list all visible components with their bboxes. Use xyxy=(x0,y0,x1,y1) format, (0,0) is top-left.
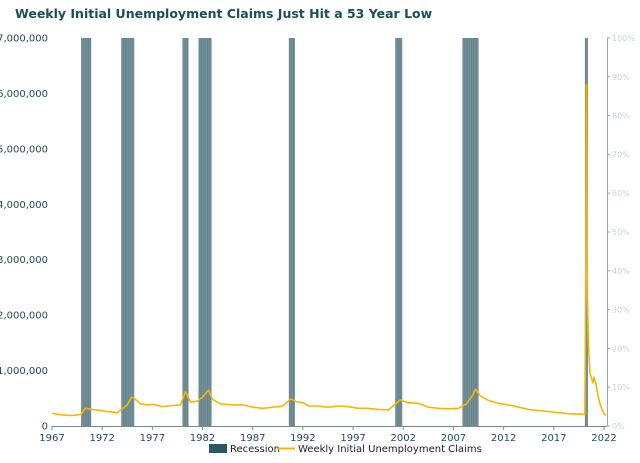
recession-bands xyxy=(81,38,588,426)
secondary-y-tick-label: 40% xyxy=(612,267,630,276)
legend-label-recession: Recession xyxy=(230,444,280,455)
x-tick-label: 1972 xyxy=(89,433,114,444)
recession-band xyxy=(81,38,92,426)
recession-band xyxy=(395,38,403,426)
y-axis-ticks: 0 1,000,000 2,000,000 3,000,000 4,000,000 5,0… xyxy=(0,34,48,433)
chart-title: Weekly Initial Unemployment Claims Just … xyxy=(15,6,433,21)
secondary-y-tick-label: 50% xyxy=(612,228,630,237)
recession-band xyxy=(182,38,189,426)
series-line-claims xyxy=(51,84,607,417)
recession-band xyxy=(462,38,479,426)
secondary-y-tick-label: 60% xyxy=(612,189,630,198)
x-axis-ticks: 1967 1972 1977 1982 1987 1992 1997 2002 2007 2012… xyxy=(39,426,617,444)
secondary-y-tick-label: 80% xyxy=(612,112,630,121)
y-tick-label: 4,000,000 xyxy=(0,200,48,211)
y-tick-label: 7,000,000 xyxy=(0,34,48,45)
secondary-y-tick-label: 10% xyxy=(612,383,630,392)
recession-band xyxy=(288,38,295,426)
x-tick-label: 1977 xyxy=(140,433,165,444)
y-tick-label: 6,000,000 xyxy=(0,89,48,100)
x-tick-label: 2007 xyxy=(441,433,466,444)
secondary-y-tick-label: 90% xyxy=(612,73,630,82)
x-tick-label: 2022 xyxy=(591,433,616,444)
y-tick-label: 3,000,000 xyxy=(0,255,48,266)
y-tick-label: 1,000,000 xyxy=(0,366,48,377)
legend: Recession Weekly Initial Unemployment Cl… xyxy=(209,444,482,455)
x-tick-label: 1987 xyxy=(240,433,265,444)
x-tick-label: 1992 xyxy=(290,433,315,444)
secondary-y-tick-label: 20% xyxy=(612,344,630,353)
secondary-y-tick-label: 30% xyxy=(612,306,630,315)
y-tick-label: 5,000,000 xyxy=(0,144,48,155)
y-tick-label: 0 xyxy=(42,422,48,433)
x-tick-label: 1982 xyxy=(190,433,215,444)
x-tick-label: 1967 xyxy=(39,433,64,444)
secondary-y-tick-label: 0% xyxy=(612,422,625,431)
legend-label-claims: Weekly Initial Unemployment Claims xyxy=(298,444,482,455)
secondary-y-tick-label: 70% xyxy=(612,150,630,159)
secondary-y-tick-label: 100% xyxy=(612,34,635,43)
recession-band xyxy=(198,38,212,426)
recession-band xyxy=(121,38,135,426)
x-tick-label: 2002 xyxy=(391,433,416,444)
y-tick-label: 2,000,000 xyxy=(0,311,48,322)
x-tick-label: 2017 xyxy=(541,433,566,444)
x-tick-label: 2012 xyxy=(491,433,516,444)
legend-swatch-recession xyxy=(209,444,227,453)
x-tick-label: 1997 xyxy=(340,433,365,444)
secondary-y-axis-ticks: 0% 10% 20% 30% 40% 50% 60% 70% 80% 90% 100% xyxy=(607,34,635,431)
